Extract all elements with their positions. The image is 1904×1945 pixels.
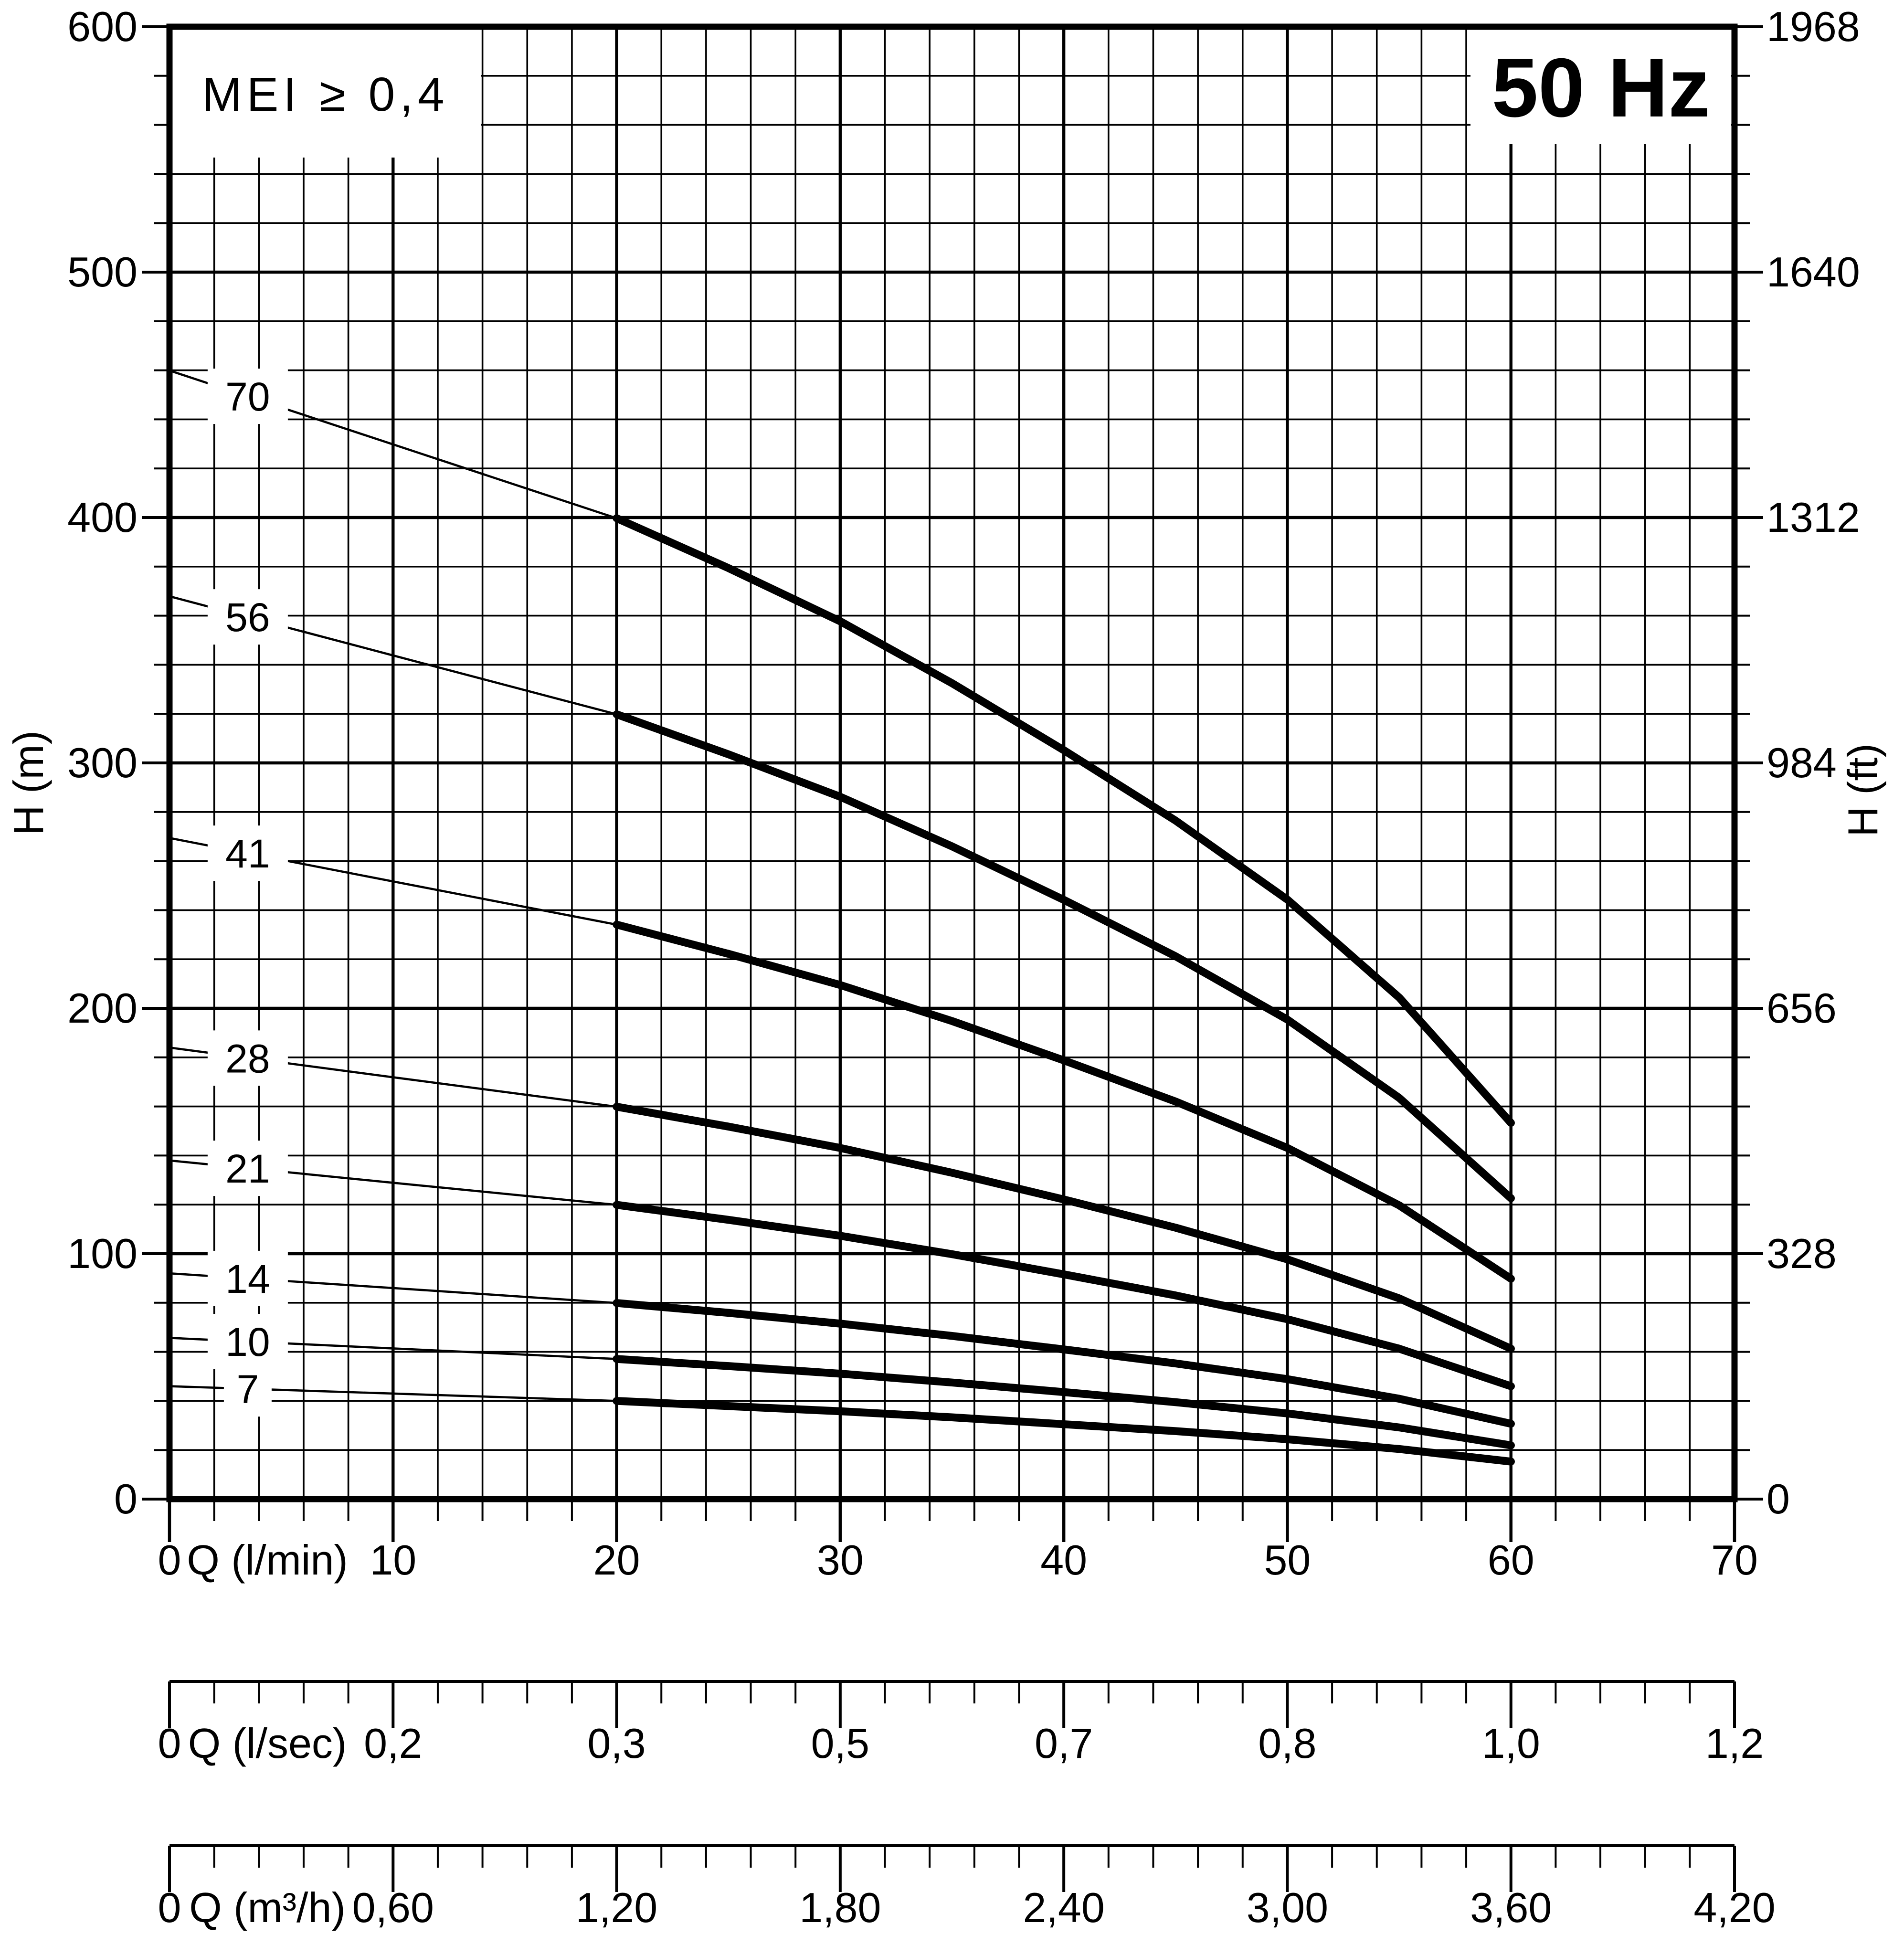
secondary-tick-label: 2,40	[1023, 1884, 1105, 1931]
series-label-box-7	[223, 1361, 272, 1417]
series-label-28: 28	[225, 1036, 270, 1081]
y-right-tick-label: 1968	[1766, 3, 1860, 50]
y-left-tick-label: 300	[67, 739, 138, 786]
frequency-title: 50 Hz	[1491, 42, 1710, 135]
curves	[613, 514, 1515, 1466]
series-label-7: 7	[237, 1367, 259, 1412]
y-left-tick-label: 400	[67, 494, 138, 541]
y-left-tick-label: 500	[67, 248, 138, 296]
mei-box	[170, 30, 481, 158]
secondary-tick-label: 3,60	[1470, 1884, 1552, 1931]
secondary-tick-label: 0,7	[1035, 1720, 1093, 1767]
annotations: MEI ≥ 0,4 50 Hz	[170, 30, 1731, 158]
secondary-tick-label: 0,8	[1258, 1720, 1316, 1767]
secondary-zero-label: 0	[158, 1720, 181, 1767]
secondary-tick-label: 1,0	[1482, 1720, 1540, 1767]
x-main-tick-label: 60	[1488, 1536, 1534, 1584]
secondary-axis-title: Q (l/sec)	[188, 1720, 347, 1767]
series-label-box-28	[207, 1030, 288, 1086]
x-main-tick-label: 50	[1264, 1536, 1311, 1584]
x-main-tick-label: 10	[370, 1536, 416, 1584]
x-main-axis: 0 10 20 30 40 50 60 70 Q (l/min)	[158, 1499, 1758, 1584]
y-right-axis-title: H (ft)	[1839, 743, 1886, 837]
y-right-tick-label: 984	[1766, 739, 1837, 786]
series-curve-10	[613, 1355, 1515, 1449]
series-curve-28	[613, 1102, 1515, 1353]
x-main-tick-label: 40	[1040, 1536, 1087, 1584]
series-curve-7	[613, 1397, 1515, 1466]
x-main-tick-label: 0	[158, 1536, 181, 1584]
series-curve-41	[613, 920, 1515, 1283]
y-right-tick-label: 656	[1766, 984, 1837, 1032]
x-main-tick-label: 20	[593, 1536, 640, 1584]
y-right-tick-label: 1640	[1766, 248, 1860, 296]
series-curve-21	[613, 1201, 1515, 1390]
secondary-tick-label: 1,20	[576, 1884, 657, 1931]
series-label-70: 70	[225, 374, 270, 419]
series-label-box-70	[207, 369, 288, 424]
series-curve-14	[613, 1299, 1515, 1428]
y-right-tick-label: 328	[1766, 1230, 1837, 1277]
y-left-tick-label: 0	[114, 1475, 138, 1522]
mei-rating-label: MEI ≥ 0,4	[202, 68, 449, 121]
y-right-tick-label: 0	[1766, 1475, 1790, 1522]
secondary-tick-label: 1,2	[1705, 1720, 1764, 1767]
series-curve-56	[613, 710, 1515, 1203]
series-label-box-56	[207, 589, 288, 645]
x-main-axis-title: Q (l/min)	[187, 1536, 348, 1584]
secondary-tick-label: 1,80	[799, 1884, 881, 1931]
frequency-box	[1470, 30, 1731, 144]
series-label-10: 10	[225, 1320, 270, 1364]
series-labels: 70 56 41 28 21 14 107	[207, 369, 288, 1417]
secondary-tick-label: 0,60	[352, 1884, 434, 1931]
secondary-tick-label: 0,5	[811, 1720, 869, 1767]
series-label-56: 56	[225, 595, 270, 640]
y-right-axis: 0 328 656 984 1312 1640 1968 H (ft)	[1735, 3, 1886, 1522]
y-left-axis-title: H (m)	[5, 730, 52, 835]
secondary-tick-label: 4,20	[1693, 1884, 1775, 1931]
y-left-tick-label: 100	[67, 1230, 138, 1277]
secondary-zero-label: 0	[158, 1884, 181, 1931]
series-label-41: 41	[225, 831, 270, 876]
x-main-tick-label: 70	[1711, 1536, 1758, 1584]
y-left-axis: 0 100 200 300 400 500 600 H (m)	[5, 3, 169, 1522]
y-left-tick-label: 600	[67, 3, 138, 50]
series-label-14: 14	[225, 1257, 270, 1301]
series-label-box-10	[207, 1314, 288, 1370]
y-left-tick-label: 200	[67, 984, 138, 1032]
secondary-tick-label: 3,00	[1247, 1884, 1328, 1931]
x-main-tick-label: 30	[817, 1536, 864, 1584]
y-right-tick-label: 1312	[1766, 494, 1860, 541]
series-curve-70	[613, 514, 1515, 1127]
series-label-21: 21	[225, 1146, 270, 1191]
secondary-axis-title: Q (m³/h)	[189, 1884, 346, 1931]
series-label-box-41	[207, 825, 288, 881]
series-label-box-14	[207, 1250, 288, 1306]
secondary-tick-label: 0,2	[364, 1720, 422, 1767]
secondary-tick-label: 0,3	[587, 1720, 645, 1767]
series-label-box-21	[207, 1141, 288, 1196]
